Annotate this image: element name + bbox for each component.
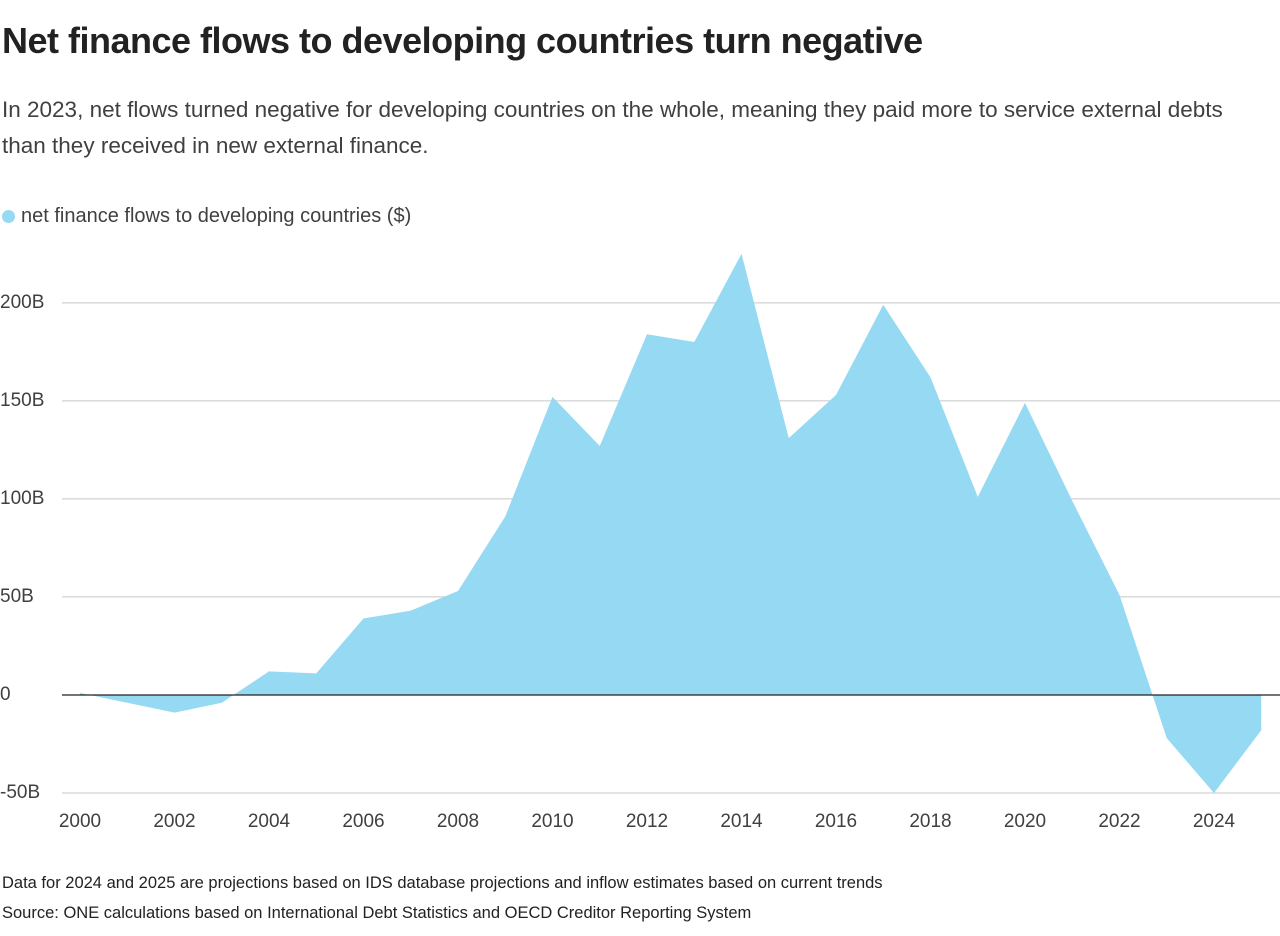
x-tick-label: 2022	[1098, 811, 1140, 832]
x-tick-label: 2018	[909, 811, 951, 832]
chart-title: Net finance flows to developing countrie…	[2, 20, 923, 61]
chart-subtitle: In 2023, net flows turned negative for d…	[2, 97, 1223, 158]
x-tick-label: 2002	[153, 811, 195, 832]
y-tick-label: 150B	[0, 390, 44, 411]
area	[80, 253, 1262, 793]
x-tick-label: 2020	[1004, 811, 1046, 832]
x-tick-label: 2000	[59, 811, 101, 832]
y-tick-label: -50B	[0, 782, 40, 803]
x-tick-label: 2014	[720, 811, 763, 832]
x-tick-label: 2012	[626, 811, 668, 832]
legend: net finance flows to developing countrie…	[0, 205, 411, 228]
y-tick-label: 200B	[0, 292, 44, 313]
x-tick-label: 2006	[342, 811, 384, 832]
y-tick-label: 0	[0, 684, 11, 705]
legend-label: net finance flows to developing countrie…	[21, 205, 412, 227]
x-tick-label: 2004	[248, 811, 291, 832]
x-tick-label: 2016	[815, 811, 857, 832]
x-tick-label: 2024	[1193, 811, 1236, 832]
y-tick-label: 100B	[0, 488, 44, 509]
note: Data for 2024 and 2025 are projections b…	[2, 874, 883, 892]
x-tick-label: 2010	[531, 811, 573, 832]
x-tick-label: 2008	[437, 811, 479, 832]
source: Source: ONE calculations based on Intern…	[2, 904, 752, 922]
legend-swatch	[2, 210, 15, 223]
y-tick-label: 50B	[0, 586, 34, 607]
